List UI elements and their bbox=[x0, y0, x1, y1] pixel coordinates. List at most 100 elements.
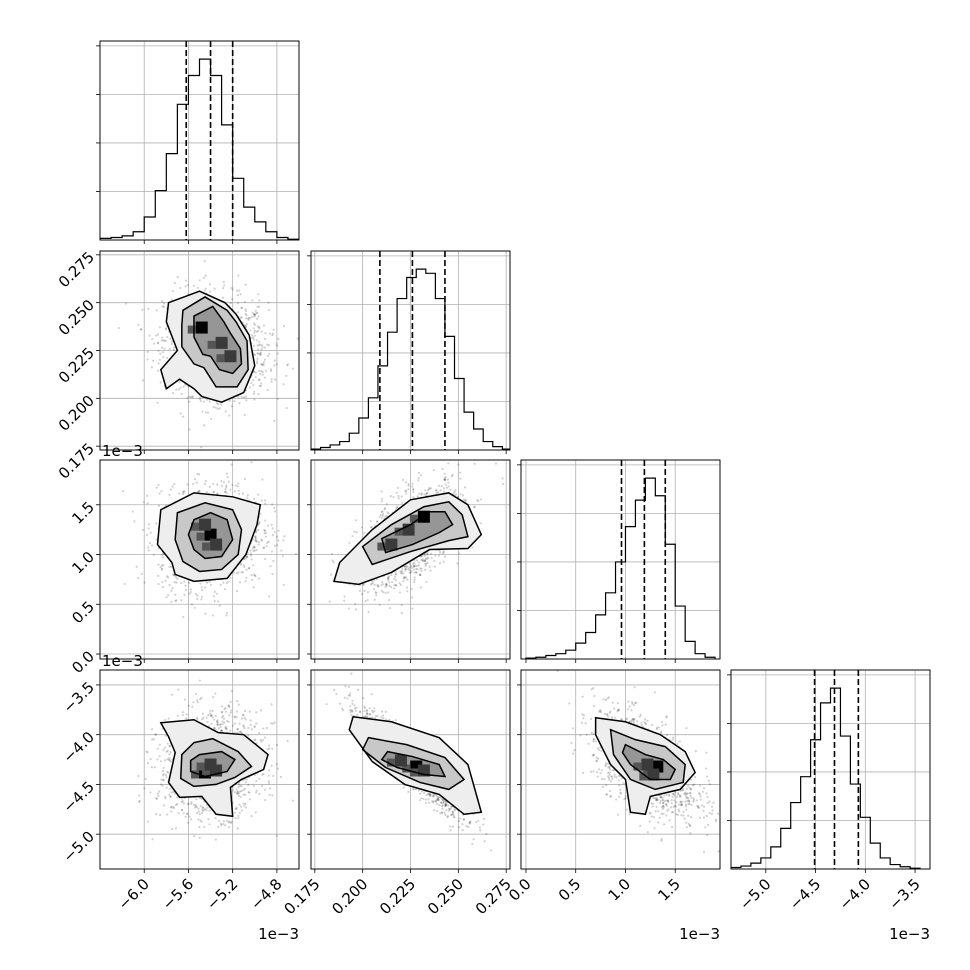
sample-point bbox=[253, 315, 256, 318]
sample-point bbox=[247, 726, 250, 729]
sample-point bbox=[166, 749, 169, 753]
sample-point bbox=[147, 523, 151, 526]
sample-point bbox=[252, 392, 256, 396]
sample-point bbox=[259, 709, 263, 712]
sample-point bbox=[353, 584, 356, 587]
sample-point bbox=[182, 802, 185, 805]
sample-point bbox=[257, 541, 261, 544]
sample-point bbox=[170, 340, 173, 343]
sample-point bbox=[380, 490, 383, 493]
sample-point bbox=[225, 727, 228, 730]
sample-point bbox=[195, 811, 199, 815]
sample-point bbox=[183, 698, 187, 701]
sample-point bbox=[276, 767, 279, 770]
sample-point bbox=[224, 707, 227, 710]
sample-point bbox=[248, 798, 251, 801]
sample-point bbox=[444, 475, 447, 479]
sample-point bbox=[236, 311, 239, 314]
sample-point bbox=[267, 344, 271, 347]
sample-point bbox=[220, 729, 224, 733]
sample-point bbox=[266, 524, 270, 527]
sample-point bbox=[255, 330, 258, 333]
y-tick-label: −4.0 bbox=[60, 728, 98, 766]
sample-point bbox=[244, 580, 247, 583]
sample-point bbox=[264, 369, 268, 372]
sample-point bbox=[175, 803, 178, 806]
sample-point bbox=[250, 814, 253, 818]
sample-point bbox=[160, 339, 163, 342]
sample-point bbox=[280, 549, 283, 552]
sample-point bbox=[235, 572, 239, 575]
sample-point bbox=[286, 363, 289, 366]
sample-point bbox=[418, 573, 421, 577]
sample-point bbox=[209, 709, 212, 712]
sample-point bbox=[158, 743, 161, 746]
sample-point bbox=[149, 758, 152, 761]
sample-point bbox=[163, 347, 166, 350]
sample-point bbox=[201, 809, 205, 812]
x-tick-label: −4.8 bbox=[247, 875, 285, 913]
sample-point bbox=[228, 399, 231, 402]
sample-point bbox=[209, 712, 212, 715]
sample-point bbox=[155, 797, 158, 800]
sample-point bbox=[203, 260, 206, 263]
sample-point bbox=[266, 747, 269, 751]
sample-point bbox=[199, 399, 202, 403]
sample-point bbox=[224, 488, 227, 491]
sample-point bbox=[165, 596, 168, 599]
sample-point bbox=[228, 705, 231, 709]
sample-point bbox=[175, 388, 178, 391]
sample-point bbox=[183, 580, 186, 583]
sample-point bbox=[224, 490, 227, 493]
sample-point bbox=[206, 720, 209, 724]
sample-point bbox=[255, 311, 258, 314]
sample-point bbox=[163, 746, 167, 749]
sample-point bbox=[260, 330, 263, 333]
sample-point bbox=[254, 539, 257, 542]
sample-point bbox=[195, 805, 198, 809]
sample-point bbox=[182, 415, 185, 418]
sample-point bbox=[250, 574, 253, 577]
sample-point bbox=[190, 603, 194, 606]
sample-point bbox=[236, 728, 239, 731]
sample-point bbox=[164, 773, 168, 777]
sample-point bbox=[164, 327, 168, 330]
sample-point bbox=[198, 836, 201, 839]
sample-point bbox=[267, 780, 270, 783]
density-peak bbox=[204, 758, 217, 771]
sample-point bbox=[140, 328, 143, 331]
sample-point bbox=[199, 582, 202, 585]
sample-point bbox=[169, 795, 172, 798]
sample-point bbox=[222, 581, 225, 584]
sample-point bbox=[225, 581, 229, 585]
sample-point bbox=[231, 298, 234, 301]
sample-point bbox=[245, 555, 248, 558]
sample-point bbox=[202, 806, 205, 809]
sample-point bbox=[182, 811, 185, 815]
sample-point bbox=[229, 576, 232, 580]
sample-point bbox=[162, 339, 165, 342]
sample-point bbox=[254, 738, 257, 742]
sample-point bbox=[291, 367, 294, 370]
sample-point bbox=[237, 792, 241, 795]
sample-point bbox=[164, 797, 167, 800]
panel-border bbox=[99, 459, 300, 660]
sample-point bbox=[254, 536, 257, 540]
sample-point bbox=[167, 593, 170, 597]
sample-point bbox=[161, 769, 164, 772]
scatter-panel-3-0 bbox=[99, 669, 300, 870]
sample-point bbox=[261, 363, 264, 366]
sample-point bbox=[258, 326, 261, 329]
sample-point bbox=[462, 498, 465, 501]
sample-point bbox=[354, 519, 358, 522]
sample-point bbox=[208, 809, 211, 812]
sample-point bbox=[168, 493, 171, 496]
sample-point bbox=[185, 713, 188, 716]
y-tick-label: 1.0 bbox=[68, 548, 98, 578]
sample-point bbox=[168, 759, 171, 762]
sample-point bbox=[168, 744, 171, 748]
y-tick-label: 0.0 bbox=[68, 647, 98, 677]
sample-point bbox=[203, 825, 206, 829]
sample-point bbox=[162, 772, 165, 776]
sample-point bbox=[213, 590, 216, 593]
